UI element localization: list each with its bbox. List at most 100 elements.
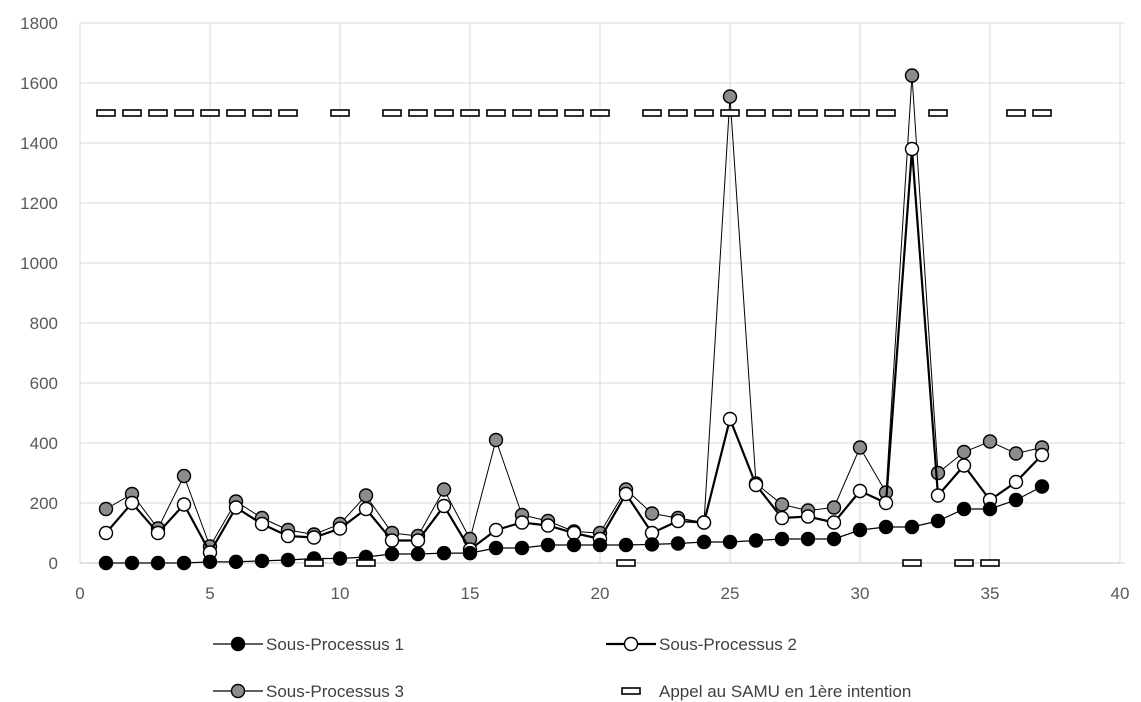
data-point [956,501,972,517]
samu-dash-marker [382,109,402,117]
samu-dash-marker [486,109,506,117]
data-point [670,536,686,551]
data-point [540,518,556,533]
data-point [618,537,634,553]
legend-item: Appel au SAMU en 1ère intention [621,682,911,701]
data-point [150,525,166,541]
y-tick-label: 1200 [20,194,58,213]
data-point [904,519,920,535]
y-tick-label: 0 [49,554,58,573]
samu-dash-marker [1032,109,1052,117]
samu-dash-marker [538,109,558,117]
data-point [410,533,426,548]
data-point [826,515,842,530]
data-point [774,531,790,547]
samu-dash-marker [564,109,584,117]
samu-dash-marker [356,559,376,567]
data-point [722,89,738,104]
data-point [800,531,816,547]
data-point [618,486,634,502]
data-point [982,501,998,517]
y-tick-labels: 0 200 400 600 800 1000 1200 1400 1600 1800 [20,14,58,573]
data-point [566,537,582,553]
series-line [105,148,1043,555]
data-point [332,551,348,566]
data-point [696,534,712,550]
data-point [1034,479,1050,494]
y-tick-label: 800 [30,314,58,333]
samu-dash-marker [850,109,870,117]
y-tick-label: 1000 [20,254,58,273]
data-point [98,525,114,541]
data-point [384,546,400,562]
data-point [436,545,452,561]
data-point [644,506,660,521]
x-tick-label: 35 [981,584,1000,603]
data-point [592,537,608,553]
samu-dash-marker [980,559,1000,567]
x-tick-label: 0 [75,584,84,603]
data-point [696,515,712,530]
data-point [228,554,244,569]
samu-dash-marker [668,109,688,117]
y-tick-label: 200 [30,494,58,513]
data-point [800,509,816,524]
legend-item: Sous-Processus 3 [213,682,404,701]
data-point [514,515,530,530]
data-point [1034,447,1050,463]
data-point [176,497,192,512]
data-point [748,533,764,548]
legend-item: Sous-Processus 1 [213,635,404,654]
legend-marker [230,636,246,652]
data-point [384,533,400,548]
legend-marker [230,683,246,699]
x-tick-label: 5 [205,584,214,603]
x-tick-label: 15 [461,584,480,603]
data-point [930,488,946,503]
data-point [956,458,972,473]
legend-label: Appel au SAMU en 1ère intention [659,682,911,701]
data-point [722,534,738,550]
data-point [540,537,556,553]
samu-dash-marker [304,559,324,567]
samu-dash-marker [694,109,714,117]
legend-label: Sous-Processus 2 [659,635,797,654]
data-point [722,411,738,427]
data-point [124,555,140,571]
data-point [1008,446,1024,461]
samu-dash-marker [772,109,792,117]
data-point [228,500,244,515]
samu-dash-marker [876,109,896,117]
data-point [280,552,296,568]
data-point [956,444,972,460]
samu-dash-marker [720,109,740,117]
axes [79,23,1120,564]
data-point [488,540,504,556]
samu-dash-marker [460,109,480,117]
samu-dash-marker [590,109,610,117]
data-point [1008,492,1024,508]
samu-dash-marker [122,109,142,117]
data-point [774,497,790,512]
data-point [202,554,218,569]
samu-dash-marker [954,559,974,567]
data-point [852,483,868,499]
data-point [878,495,894,511]
data-point [930,465,946,481]
series-3 [98,68,1050,554]
series-2 [98,141,1050,560]
data-point [566,525,582,541]
series-line [105,75,1043,548]
legend-dash-marker [621,687,641,695]
samu-dash-marker [746,109,766,117]
series-group [96,68,1052,571]
samu-dash-marker [928,109,948,117]
samu-dash-marker [1006,109,1026,117]
samu-dash-marker [902,559,922,567]
data-point [826,531,842,547]
x-tick-labels: 0 5 10 15 20 25 30 35 40 [75,584,1129,603]
samu-dash-marker [252,109,272,117]
samu-dash-marker [226,109,246,117]
data-point [124,495,140,511]
